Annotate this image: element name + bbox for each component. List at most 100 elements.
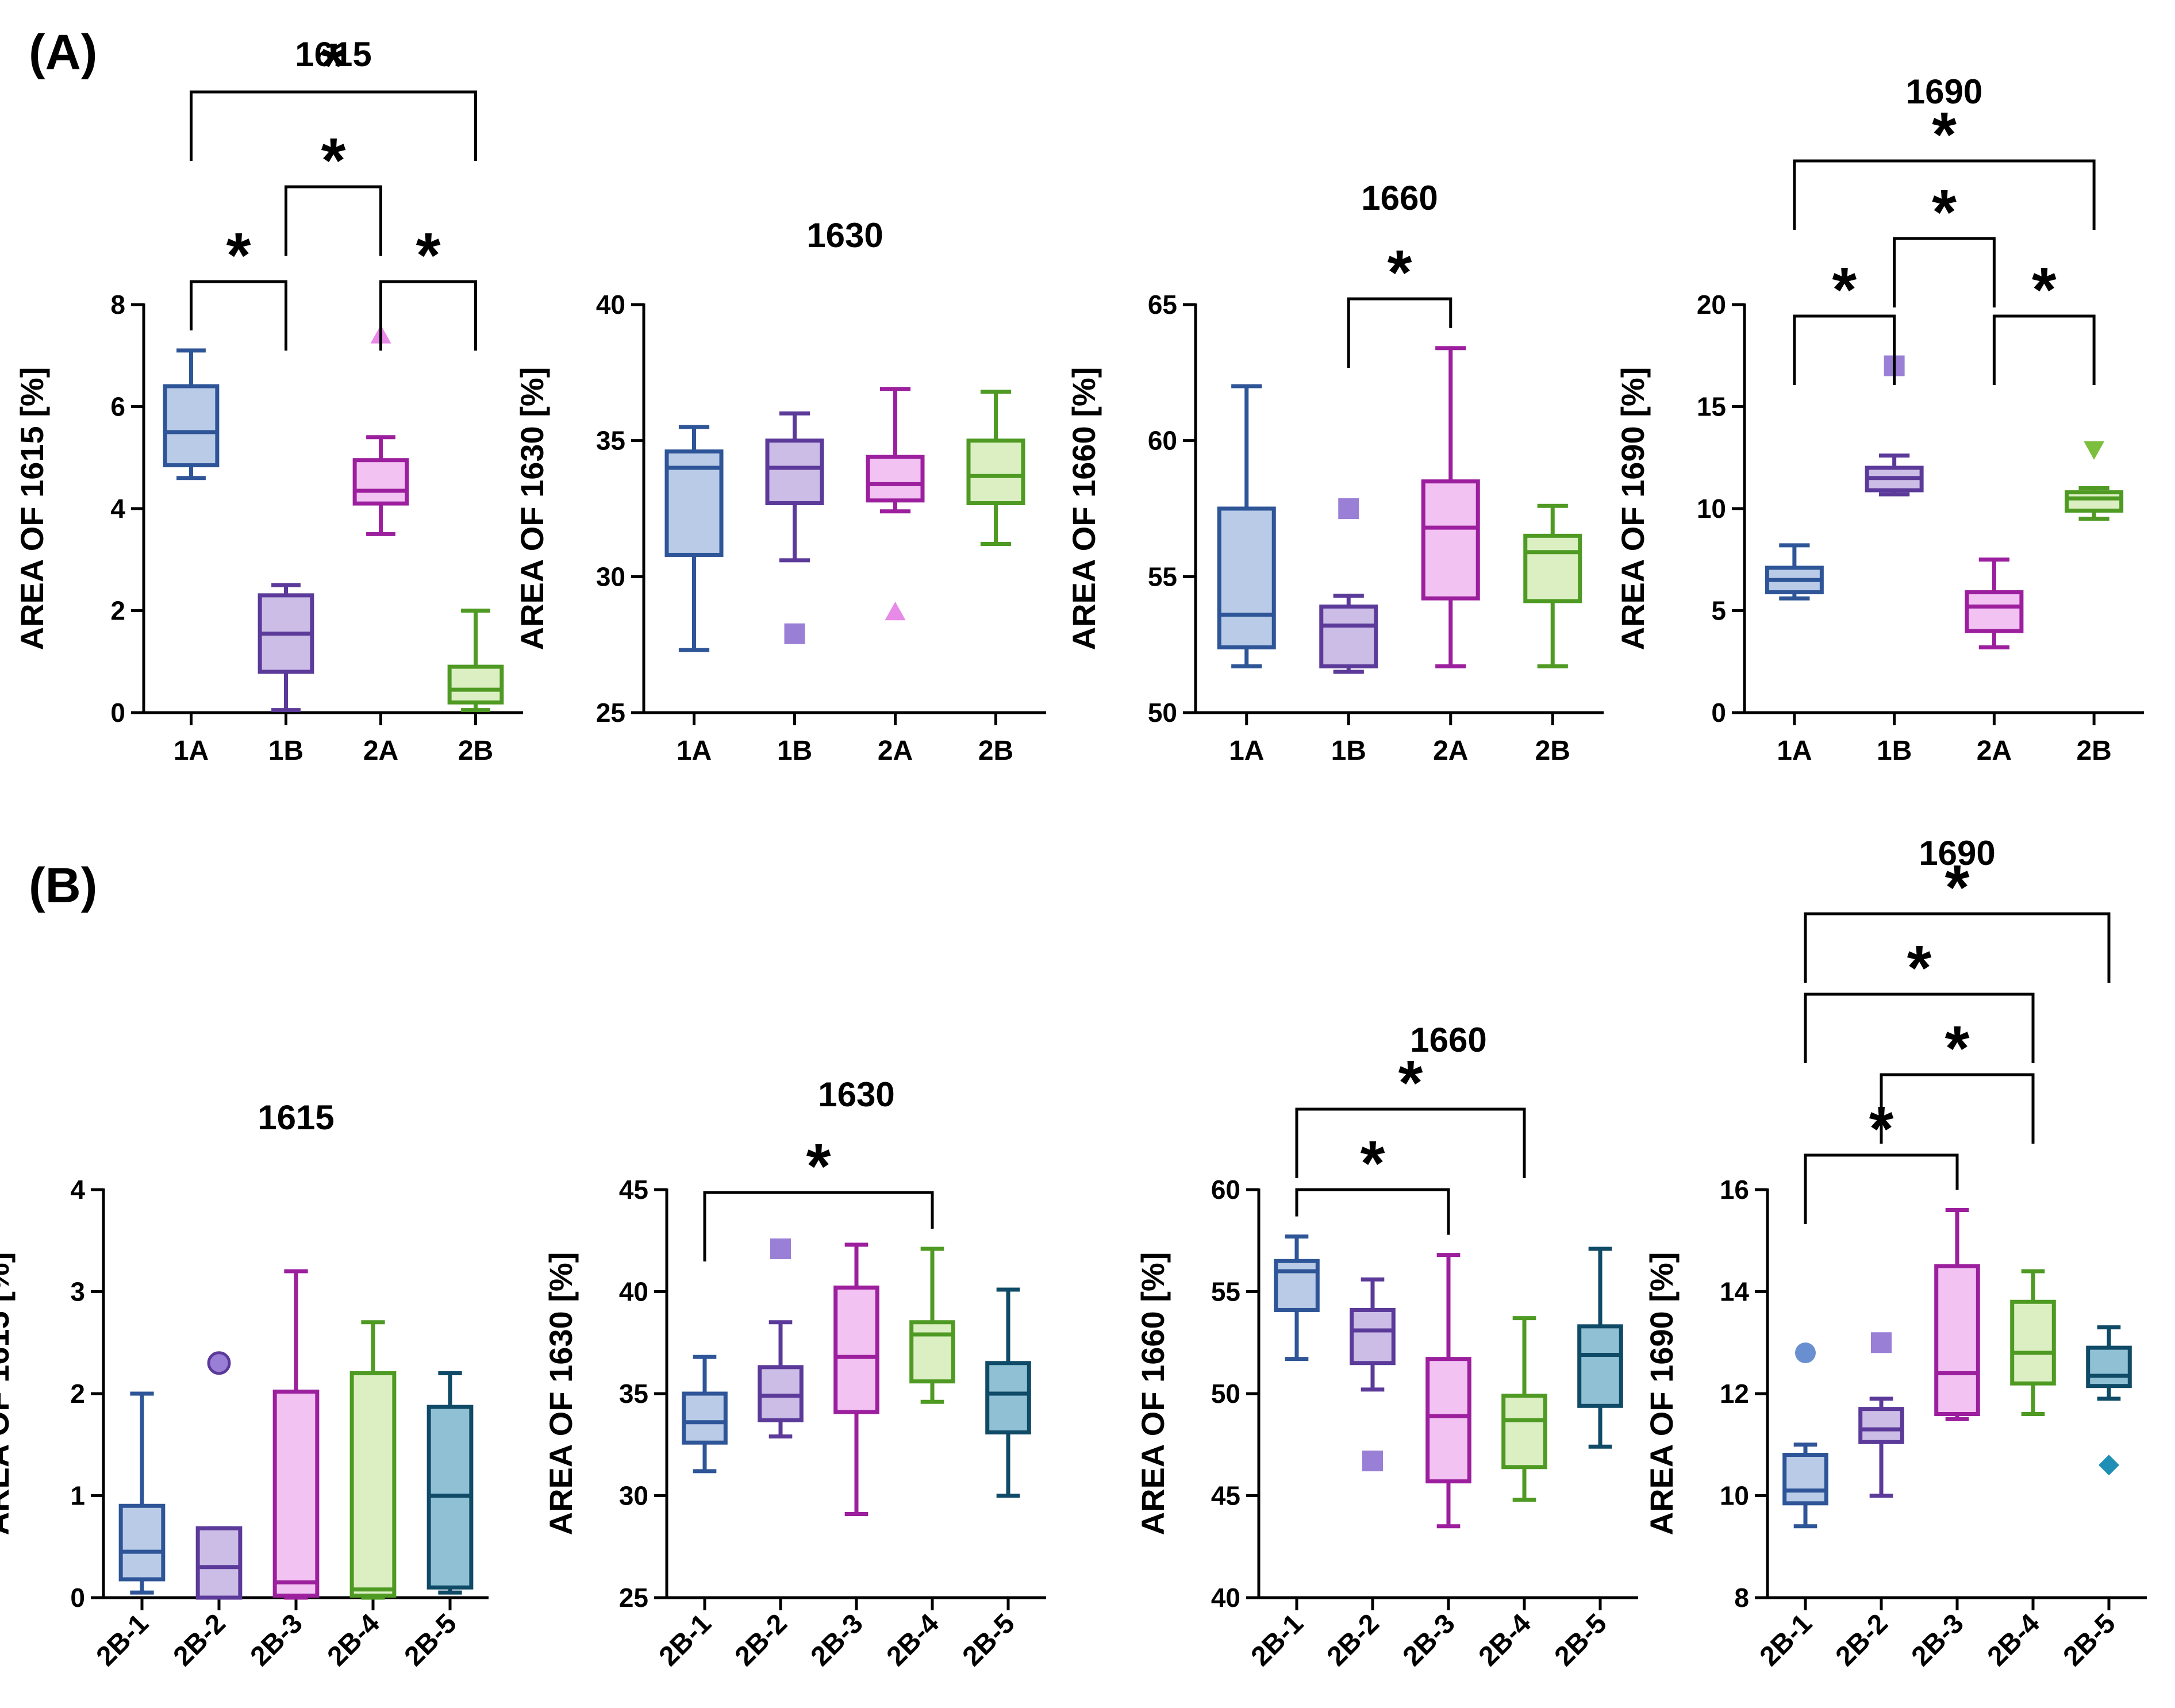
bracket-line: [703, 1191, 934, 1261]
chart-a1660: 1660 AREA OF 1660 [%] 50 55 60 65 1A 1B 2A 2B *: [1066, 179, 1604, 766]
bracket-line: [1804, 912, 2111, 983]
x-tick-label: 1A: [1229, 736, 1264, 766]
box-1B: [1319, 498, 1378, 674]
y-tick-label: 35: [619, 1379, 648, 1409]
y-tick-label: 60: [1148, 426, 1177, 456]
significance-star: *: [416, 220, 441, 291]
significance-star: *: [321, 30, 346, 101]
bracket-line: [1347, 297, 1452, 368]
y-tick-label: 65: [1148, 290, 1177, 320]
significance-star: *: [1388, 237, 1412, 308]
box-2B-5: [2086, 1325, 2132, 1476]
y-tick-label: 55: [1148, 561, 1177, 591]
x-tick-label: 2B-3: [1906, 1608, 1970, 1672]
box-2B: [1523, 503, 1582, 669]
bracket-line: [1893, 237, 1996, 307]
iqr-box: [1421, 479, 1480, 601]
x-tick-label: 1A: [1777, 736, 1812, 766]
outlier-point: [784, 623, 805, 644]
box-1A: [1217, 384, 1276, 669]
bracket-line: [190, 280, 287, 351]
x-tick-label: 2B-1: [1754, 1608, 1818, 1672]
x-tick-label: 1B: [268, 736, 303, 766]
box-1A: [1765, 543, 1824, 601]
significance-star: *: [1907, 933, 1932, 1003]
x-tick-label: 2B-4: [1982, 1608, 2046, 1672]
iqr-box: [2065, 490, 2124, 513]
y-tick-label: 5: [1711, 596, 1726, 626]
iqr-box: [1858, 1407, 1904, 1444]
outlier-point: [2084, 441, 2105, 460]
y-tick-label: 0: [1711, 698, 1726, 728]
box-2B-1: [1274, 1234, 1320, 1361]
x-tick-label: 2B: [458, 736, 493, 766]
significance-star: *: [226, 220, 251, 291]
y-tick-label: 30: [619, 1481, 648, 1511]
y-axis-label: AREA OF 1630 [%]: [514, 367, 550, 651]
x-tick-label: 2A: [1977, 736, 2012, 766]
y-tick-label: 14: [1720, 1277, 1750, 1307]
bracket-line: [1793, 159, 2096, 230]
y-axis-label: AREA OF 1615 [%]: [0, 1252, 16, 1536]
y-tick-label: 40: [619, 1277, 648, 1307]
x-tick-label: 1A: [677, 736, 712, 766]
bracket-line: [190, 90, 477, 161]
x-tick-label: 2B-2: [1321, 1608, 1385, 1672]
significance-star: *: [806, 1131, 831, 1202]
y-tick-label: 35: [596, 426, 625, 456]
iqr-box: [1217, 506, 1276, 649]
significance-bracket: *: [190, 220, 287, 351]
box-1B: [258, 583, 314, 713]
iqr-box: [1523, 533, 1582, 603]
box-1A: [664, 425, 724, 652]
significance-star: *: [1932, 99, 1957, 170]
significance-star: *: [1832, 255, 1857, 325]
box-2B-1: [118, 1391, 166, 1595]
box-2B-4: [909, 1247, 955, 1404]
iqr-box: [118, 1503, 166, 1582]
outlier-point: [1362, 1451, 1383, 1472]
iqr-box: [1934, 1264, 1980, 1416]
x-tick-label: 2B: [1535, 736, 1570, 766]
box-2B-1: [1782, 1342, 1828, 1529]
x-tick-label: 1B: [1331, 736, 1366, 766]
significance-bracket: *: [1893, 177, 1996, 307]
significance-star: *: [1932, 177, 1957, 248]
iqr-box: [352, 458, 409, 506]
iqr-box: [2086, 1345, 2132, 1388]
y-axis-label: AREA OF 1660 [%]: [1066, 367, 1102, 651]
box-2A: [1965, 557, 2024, 649]
y-tick-label: 40: [1211, 1583, 1240, 1613]
iqr-box: [1501, 1394, 1547, 1470]
y-tick-label: 50: [1211, 1379, 1240, 1409]
significance-bracket: *: [1793, 99, 2096, 230]
box-2B-2: [1350, 1277, 1396, 1472]
x-tick-label: 2B-3: [245, 1608, 309, 1672]
x-tick-label: 1B: [777, 736, 812, 766]
y-tick-label: 45: [619, 1175, 648, 1205]
x-tick-label: 2B-1: [654, 1608, 717, 1672]
chart-title: 1660: [1361, 179, 1438, 217]
box-2B-5: [985, 1287, 1031, 1498]
outlier-point: [1338, 498, 1359, 519]
box-2B-3: [272, 1269, 320, 1600]
box-2B: [447, 609, 504, 713]
panel-b-label: (B): [29, 858, 97, 913]
x-tick-label: 2B-2: [168, 1608, 232, 1672]
iqr-box: [272, 1389, 320, 1598]
iqr-box: [1782, 1453, 1828, 1506]
box-2B-4: [2010, 1269, 2056, 1416]
outlier-point: [1795, 1342, 1816, 1363]
box-2B-5: [426, 1371, 474, 1595]
iqr-box: [758, 1365, 804, 1422]
y-tick-label: 45: [1211, 1481, 1240, 1511]
x-tick-label: 2B: [978, 736, 1013, 766]
chart-a1630: 1630 AREA OF 1630 [%] 25 30 35 40 1A 1B 2A 2B: [514, 216, 1046, 766]
panel-a-label: (A): [29, 25, 97, 80]
significance-bracket: *: [379, 220, 477, 351]
x-tick-label: 1B: [1877, 736, 1912, 766]
outlier-point: [885, 601, 906, 621]
box-2B-3: [833, 1242, 879, 1516]
iqr-box: [349, 1371, 397, 1598]
